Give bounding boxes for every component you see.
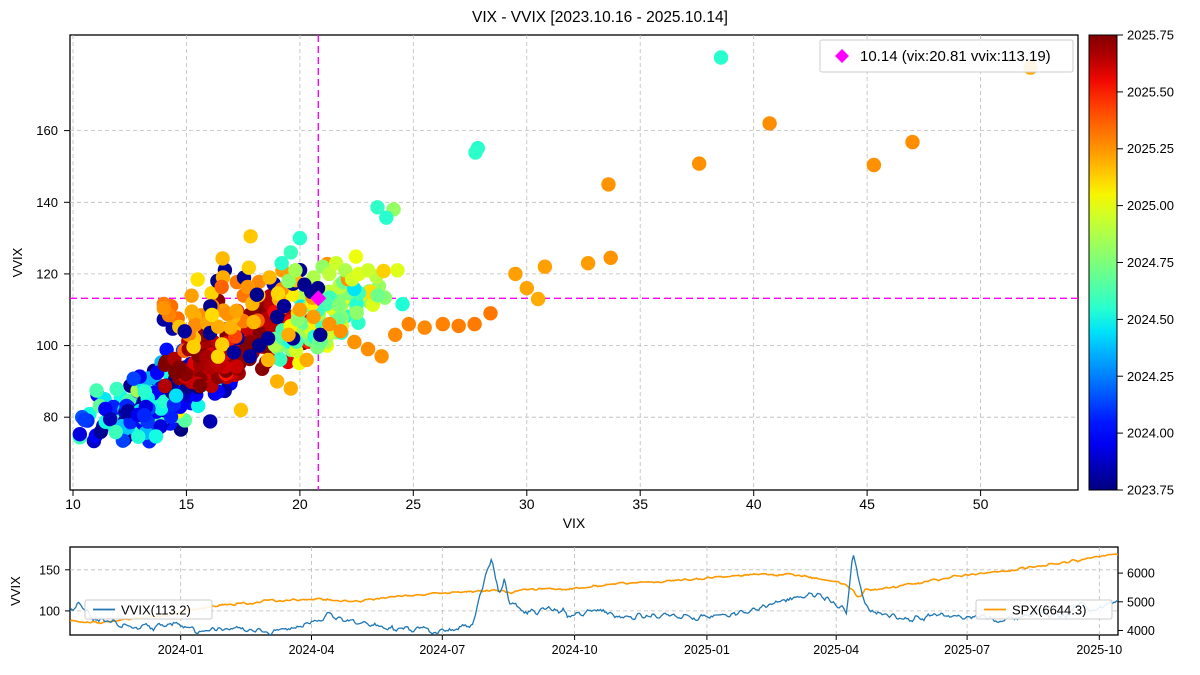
svg-text:100: 100 (36, 338, 58, 353)
svg-text:100: 100 (39, 604, 60, 618)
svg-text:2025-04: 2025-04 (813, 643, 859, 657)
svg-text:4000: 4000 (1127, 624, 1155, 638)
svg-text:2024.75: 2024.75 (1127, 255, 1174, 270)
svg-text:10: 10 (65, 496, 81, 512)
svg-text:VVIX(113.2): VVIX(113.2) (121, 603, 191, 618)
svg-text:SPX(6644.3): SPX(6644.3) (1012, 603, 1086, 618)
svg-text:2025.25: 2025.25 (1127, 141, 1174, 156)
svg-text:2024-10: 2024-10 (552, 643, 598, 657)
svg-text:VIX: VIX (563, 515, 586, 531)
svg-text:VVIX: VVIX (8, 576, 23, 606)
svg-text:VVIX: VVIX (10, 247, 25, 277)
svg-text:2025.75: 2025.75 (1127, 28, 1174, 43)
svg-text:15: 15 (179, 496, 195, 512)
svg-text:20: 20 (292, 496, 308, 512)
svg-text:2024.00: 2024.00 (1127, 426, 1174, 441)
svg-text:40: 40 (746, 496, 762, 512)
svg-text:5000: 5000 (1127, 595, 1155, 609)
svg-text:2023.75: 2023.75 (1127, 483, 1174, 498)
svg-text:140: 140 (36, 195, 58, 210)
svg-text:150: 150 (39, 563, 60, 577)
svg-text:2025-01: 2025-01 (684, 643, 730, 657)
svg-text:45: 45 (859, 496, 875, 512)
svg-text:VIX - VVIX [2023.10.16 - 2025.: VIX - VVIX [2023.10.16 - 2025.10.14] (472, 9, 728, 26)
svg-text:50: 50 (973, 496, 989, 512)
svg-text:2024.25: 2024.25 (1127, 369, 1174, 384)
svg-text:80: 80 (44, 410, 58, 425)
svg-text:2024.50: 2024.50 (1127, 312, 1174, 327)
svg-text:160: 160 (36, 123, 58, 138)
svg-text:2024-04: 2024-04 (289, 643, 335, 657)
svg-text:2025-10: 2025-10 (1076, 643, 1122, 657)
svg-text:2024-07: 2024-07 (419, 643, 465, 657)
svg-text:2025.50: 2025.50 (1127, 84, 1174, 99)
svg-text:2025.00: 2025.00 (1127, 198, 1174, 213)
svg-text:25: 25 (406, 496, 422, 512)
svg-text:2024-01: 2024-01 (158, 643, 204, 657)
svg-text:35: 35 (632, 496, 648, 512)
svg-text:2025-07: 2025-07 (944, 643, 990, 657)
svg-text:10.14 (vix:20.81 vvix:113.19): 10.14 (vix:20.81 vvix:113.19) (860, 48, 1051, 65)
svg-text:6000: 6000 (1127, 567, 1155, 581)
svg-text:30: 30 (519, 496, 535, 512)
svg-text:120: 120 (36, 266, 58, 281)
